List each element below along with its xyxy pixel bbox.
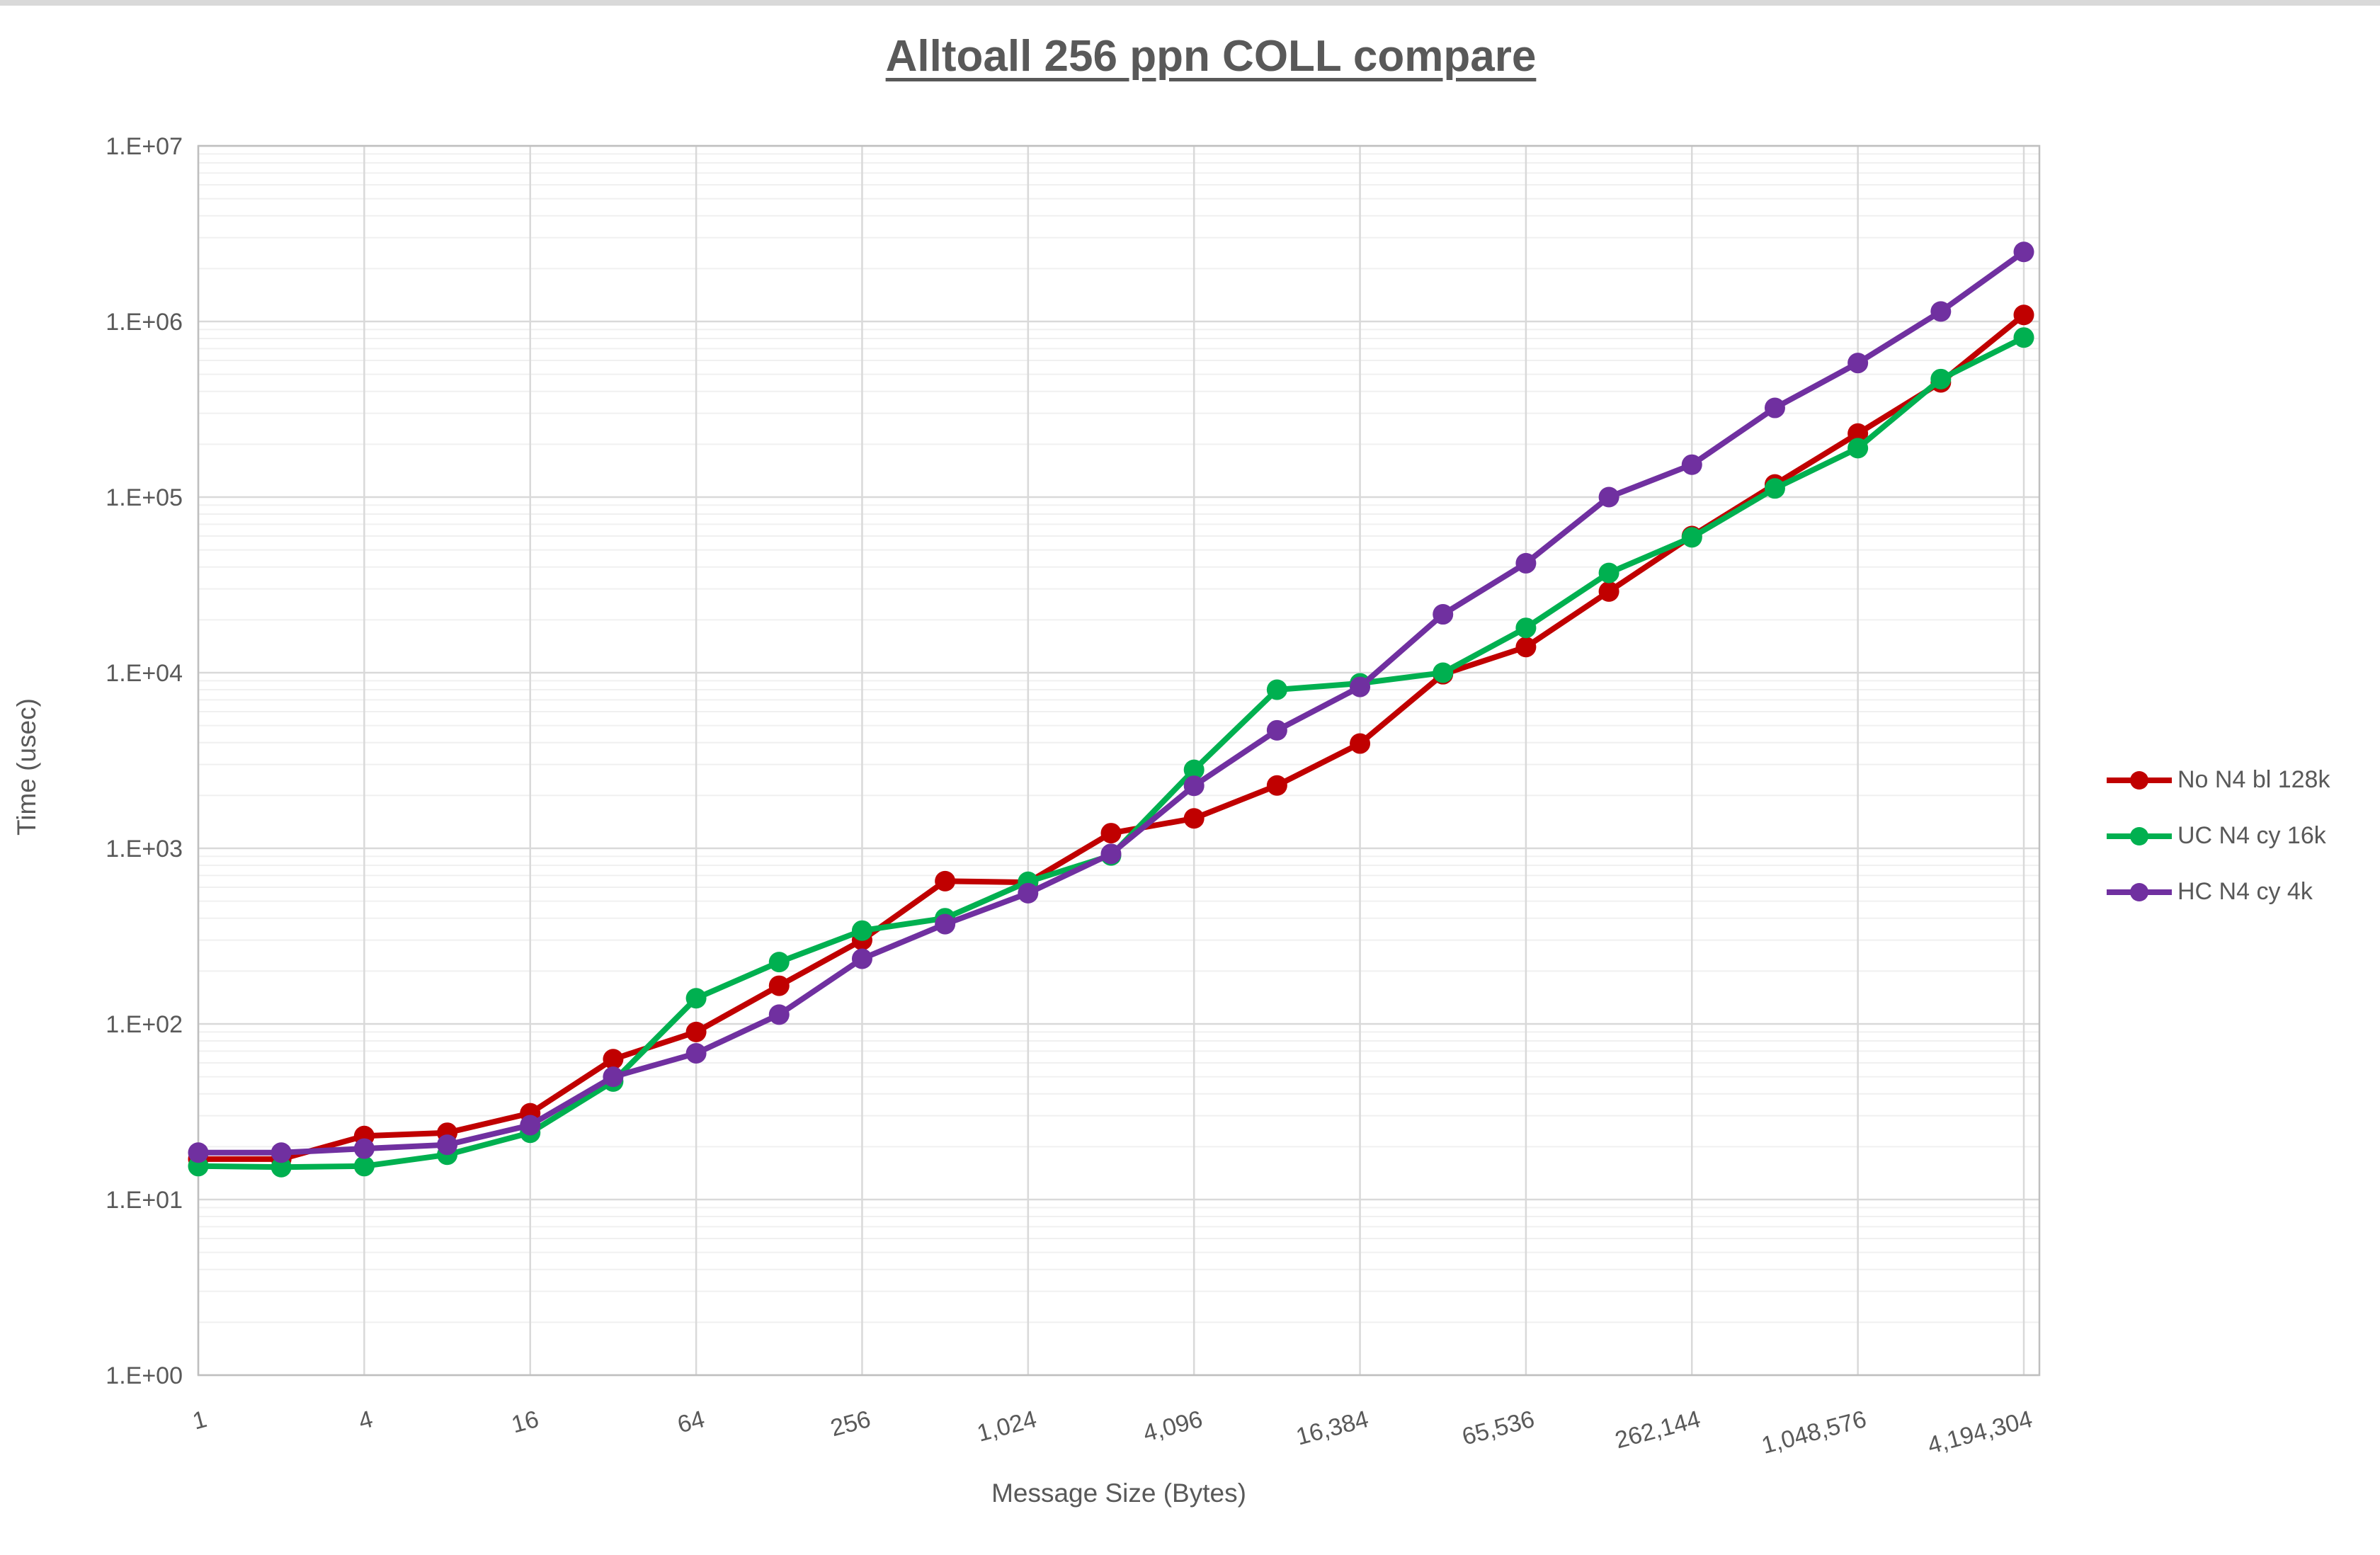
plot-border xyxy=(197,144,2041,1377)
legend-marker-icon xyxy=(2107,882,2172,901)
x-tick-label: 4,194,304 xyxy=(1925,1406,2035,1459)
data-point xyxy=(1847,438,1869,459)
data-point xyxy=(1598,486,1619,508)
data-point xyxy=(1100,843,1122,865)
data-point xyxy=(1183,808,1205,829)
x-axis-title: Message Size (Bytes) xyxy=(991,1479,1246,1508)
data-point xyxy=(1598,581,1619,602)
x-tick-label: 256 xyxy=(828,1406,874,1442)
data-point xyxy=(1433,662,1454,683)
data-point xyxy=(603,1049,624,1070)
chart-title: Alltoall 256 ppn COLL compare xyxy=(885,32,1537,81)
data-point xyxy=(188,1142,209,1163)
data-point xyxy=(1764,397,1785,418)
data-point xyxy=(768,952,790,973)
data-point xyxy=(1350,676,1371,697)
legend-item-hc-n4-cy-4k[interactable]: HC N4 cy 4k xyxy=(2107,864,2376,920)
data-point xyxy=(520,1115,541,1136)
data-point xyxy=(271,1142,292,1163)
data-point xyxy=(1433,604,1454,625)
y-axis-title: Time (usec) xyxy=(12,698,41,836)
data-point xyxy=(935,870,956,892)
x-tick-label: 1,048,576 xyxy=(1759,1406,1869,1459)
plot-background xyxy=(198,146,2039,1375)
y-tick-label: 1.E+05 xyxy=(106,484,183,511)
x-tick-label: 1,024 xyxy=(974,1406,1040,1447)
data-point xyxy=(1764,478,1785,499)
data-point xyxy=(1183,759,1205,780)
window-top-edge xyxy=(0,0,2380,6)
data-point xyxy=(768,1004,790,1025)
data-point xyxy=(851,948,872,969)
data-point xyxy=(1515,637,1537,658)
x-tick-label: 16,384 xyxy=(1293,1406,1371,1451)
data-point xyxy=(1681,527,1702,548)
data-point xyxy=(1598,562,1619,583)
data-point xyxy=(935,913,956,935)
data-point xyxy=(1515,552,1537,574)
legend-marker-icon xyxy=(2107,826,2172,845)
data-point xyxy=(1350,733,1371,754)
data-point xyxy=(1266,775,1287,796)
data-point xyxy=(1266,719,1287,741)
x-tick-label: 65,536 xyxy=(1459,1406,1537,1451)
data-point xyxy=(1515,617,1537,639)
data-point xyxy=(1681,454,1702,475)
data-point xyxy=(685,1021,707,1042)
y-tick-label: 1.E+06 xyxy=(106,309,183,336)
y-tick-label: 1.E+00 xyxy=(106,1362,183,1389)
legend: No N4 bl 128k UC N4 cy 16k HC N4 cy 4k xyxy=(2107,752,2376,920)
data-point xyxy=(271,1156,292,1178)
legend-item-no-n4-bl-128k[interactable]: No N4 bl 128k xyxy=(2107,752,2376,808)
data-point xyxy=(603,1066,624,1088)
y-tick-label: 1.E+01 xyxy=(106,1187,183,1214)
data-point xyxy=(685,988,707,1009)
y-tick-label: 1.E+04 xyxy=(106,660,183,687)
legend-label: UC N4 cy 16k xyxy=(2177,822,2326,849)
y-tick-label: 1.E+07 xyxy=(106,133,183,160)
data-point xyxy=(2013,241,2034,263)
x-tick-label: 4 xyxy=(355,1406,375,1435)
legend-marker-icon xyxy=(2107,770,2172,790)
y-tick-label: 1.E+02 xyxy=(106,1011,183,1038)
data-point xyxy=(768,975,790,996)
data-point xyxy=(1100,823,1122,844)
data-point xyxy=(437,1134,458,1156)
data-point xyxy=(1018,882,1039,904)
data-point xyxy=(1847,353,1869,374)
data-point xyxy=(2013,327,2034,348)
data-point xyxy=(851,920,872,941)
x-tick-label: 4,096 xyxy=(1140,1406,1205,1447)
legend-label: No N4 bl 128k xyxy=(2177,766,2330,793)
data-point xyxy=(1930,301,1952,322)
data-point xyxy=(353,1156,375,1177)
data-point xyxy=(1930,368,1952,389)
data-point xyxy=(2013,304,2034,326)
data-point xyxy=(1266,679,1287,700)
legend-item-uc-n4-cy-16k[interactable]: UC N4 cy 16k xyxy=(2107,808,2376,864)
data-point xyxy=(353,1138,375,1159)
legend-label: HC N4 cy 4k xyxy=(2177,878,2313,905)
data-point xyxy=(1847,423,1869,444)
x-tick-label: 16 xyxy=(508,1406,541,1438)
y-tick-label: 1.E+03 xyxy=(106,836,183,862)
x-tick-label: 1 xyxy=(190,1406,210,1435)
data-point xyxy=(685,1043,707,1064)
x-tick-label: 262,144 xyxy=(1612,1406,1704,1454)
x-tick-label: 64 xyxy=(675,1406,707,1438)
data-point xyxy=(1183,775,1205,797)
